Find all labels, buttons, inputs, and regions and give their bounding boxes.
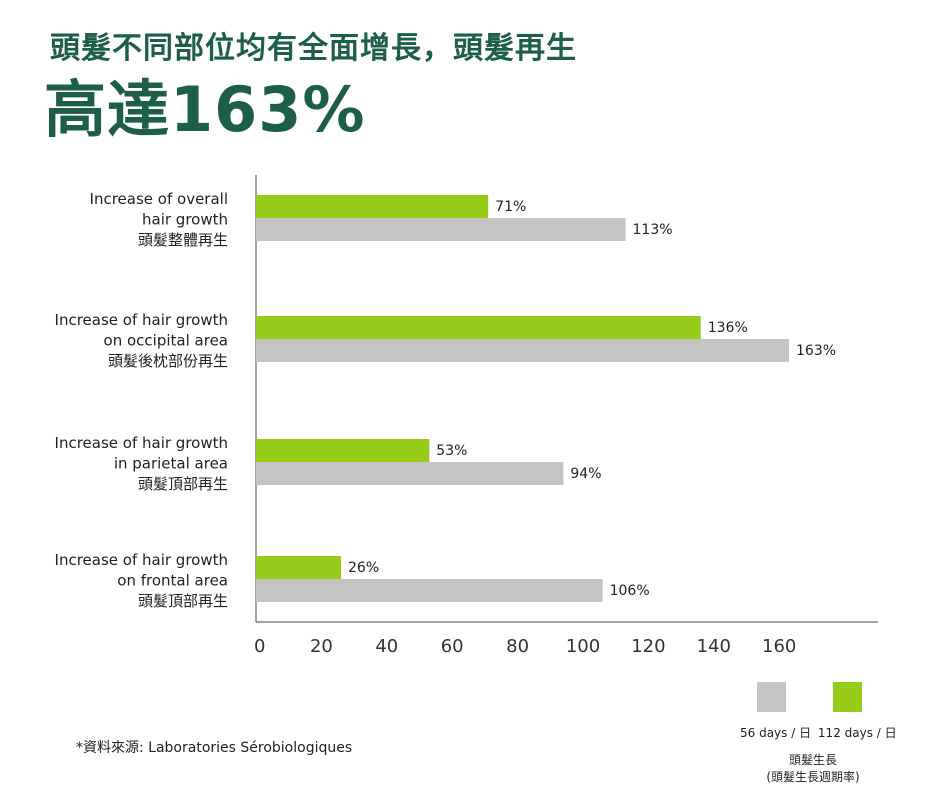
category-label: Increase of hair growth on occipital area… (55, 311, 228, 370)
bar-value-label: 71% (495, 199, 526, 215)
bar-value-label: 113% (633, 222, 673, 238)
category-label-line: Increase of hair growth (55, 551, 228, 569)
bar-112-days (256, 439, 430, 462)
x-tick-label: 100 (566, 636, 600, 657)
x-tick-label: 80 (506, 636, 529, 657)
legend-label-112-days: 112 days / 日 (817, 726, 897, 740)
category-label-line: 頭髮整體再生 (138, 231, 228, 249)
bar-56-days (256, 579, 603, 602)
category-label-line: on frontal area (117, 572, 228, 590)
category-label: Increase of overall hair growth 頭髮整體再生 (90, 190, 228, 249)
source-note: *資料來源: Laboratories Sérobiologiques (76, 740, 353, 756)
legend-label-56-days: 56 days / 日 (740, 726, 812, 740)
category-label: Increase of hair growth on frontal area 頭髮… (55, 551, 228, 610)
category-label-line: on occipital area (104, 332, 228, 350)
x-tick-label: 60 (441, 636, 464, 657)
bar-56-days (256, 218, 626, 241)
bar-56-days (256, 339, 790, 362)
bar-112-days (256, 556, 342, 579)
category-label-line: in parietal area (114, 455, 228, 473)
bar-56-days (256, 462, 564, 485)
bar-value-label: 106% (610, 583, 650, 599)
bar-value-label: 163% (796, 343, 836, 359)
bar-112-days (256, 195, 489, 218)
x-tick-label: 140 (697, 636, 731, 657)
bar-112-days (256, 316, 701, 339)
legend-title-line1: 頭髮生長 (788, 753, 837, 767)
category-label: Increase of hair growth in parietal area 頭… (55, 434, 228, 493)
category-label-line: 頭髮後枕部份再生 (108, 352, 228, 370)
bar-value-label: 94% (570, 466, 601, 482)
legend-swatch-112-days (833, 682, 862, 712)
x-tick-label: 40 (375, 636, 398, 657)
category-label-line: hair growth (142, 211, 228, 229)
category-label-line: Increase of hair growth (55, 311, 228, 329)
category-label-line: 頭髮頂部再生 (138, 475, 228, 493)
bar-value-label: 136% (708, 320, 748, 336)
bar-value-label: 26% (348, 560, 379, 576)
big-claim: 高達163% (44, 73, 366, 146)
x-tick-label: 120 (631, 636, 665, 657)
bar-value-label: 53% (436, 443, 467, 459)
legend-title-line2: (頭髮生長週期率) (766, 770, 860, 784)
x-tick-label: 20 (310, 636, 333, 657)
category-label-line: 頭髮頂部再生 (138, 592, 228, 610)
legend-swatch-56-days (757, 682, 786, 712)
headline: 頭髮不同部位均有全面增長，頭髮再生 (50, 31, 577, 66)
category-label-line: Increase of overall (90, 190, 228, 208)
legend-labels: 56 days / 日 112 days / 日 (740, 724, 900, 741)
legend-title: 頭髮生長 (頭髮生長週期率) (730, 752, 896, 786)
category-label-line: Increase of hair growth (55, 434, 228, 452)
x-tick-label: 0 (254, 636, 265, 657)
x-tick-label: 160 (762, 636, 796, 657)
